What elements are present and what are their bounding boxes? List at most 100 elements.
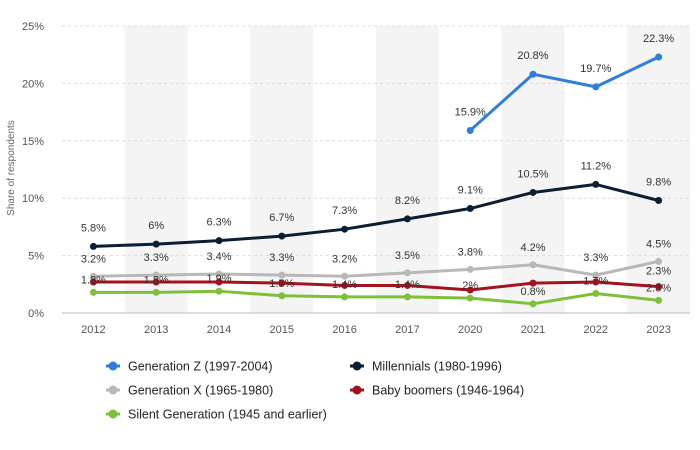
y-tick-label: 25%: [22, 21, 44, 33]
data-label: 22.3%: [643, 33, 674, 45]
data-label: 6.3%: [206, 217, 231, 229]
data-label: 8.2%: [395, 195, 420, 207]
legend: Generation Z (1997-2004) Millennials (198…: [106, 360, 524, 422]
x-axis-ticks: 2012 2013 2014 2015 2016 2017 2020 2021 2022 2023: [81, 324, 671, 336]
legend-swatch-dot: [108, 385, 118, 395]
data-label: 2.3%: [646, 266, 671, 278]
series-line: [93, 289, 659, 306]
data-point: [278, 279, 286, 287]
series-lines: [93, 55, 660, 306]
data-label: 1.8%: [81, 274, 106, 286]
data-point: [341, 293, 349, 301]
data-label: 3.3%: [269, 252, 294, 264]
data-point: [466, 294, 474, 302]
data-point: [403, 281, 411, 289]
data-label: 11.2%: [581, 160, 612, 172]
data-point: [215, 287, 223, 295]
x-tick-label: 2017: [395, 324, 419, 336]
data-label: 3.3%: [144, 252, 169, 264]
data-point: [278, 232, 286, 240]
data-point: [466, 265, 474, 273]
y-axis-ticks: 0% 5% 10% 15% 20% 25%: [22, 21, 44, 320]
data-point: [89, 242, 97, 250]
x-tick-label: 2012: [81, 324, 105, 336]
data-label: 2.3%: [646, 282, 671, 294]
data-label: 3.2%: [81, 253, 106, 265]
data-point: [529, 188, 537, 196]
series-line: [469, 55, 660, 132]
legend-label: Generation Z (1997-2004): [128, 360, 273, 374]
data-label: 3.4%: [206, 251, 231, 263]
data-label: 9.8%: [646, 176, 671, 188]
data-point: [529, 279, 537, 287]
data-point: [403, 269, 411, 277]
data-point: [341, 225, 349, 233]
data-point: [655, 296, 663, 304]
y-tick-label: 10%: [22, 193, 44, 205]
data-point: [341, 281, 349, 289]
data-label: 1.9%: [206, 273, 231, 285]
data-point: [152, 240, 160, 248]
data-label: 4.2%: [520, 242, 545, 254]
legend-label: Baby boomers (1946-1964): [372, 384, 524, 398]
data-point: [152, 271, 160, 279]
series-line: [93, 280, 659, 292]
data-point: [466, 205, 474, 213]
data-label: 19.7%: [580, 63, 611, 75]
data-label: 6%: [148, 220, 164, 232]
data-point: [592, 271, 600, 279]
y-tick-label: 15%: [22, 136, 44, 148]
data-point: [466, 126, 474, 134]
data-point: [655, 196, 663, 204]
data-labels: 15.9% 20.8% 19.7% 22.3% 5.8% 6% 6.3% 6.7% 7.3% 8.…: [81, 33, 675, 298]
data-point: [89, 288, 97, 296]
x-tick-label: 2013: [144, 324, 168, 336]
data-point: [215, 270, 223, 278]
data-label: 1.4%: [395, 279, 420, 291]
data-label: 7.3%: [332, 205, 357, 217]
x-tick-label: 2016: [332, 324, 356, 336]
data-point: [592, 278, 600, 286]
y-axis-label: Share of respondents: [6, 120, 17, 216]
x-tick-label: 2021: [521, 324, 545, 336]
data-point: [529, 261, 537, 269]
series-line: [93, 259, 659, 278]
legend-swatch-dot: [108, 409, 118, 419]
data-label: 15.9%: [455, 106, 486, 118]
legend-label: Generation X (1965-1980): [128, 384, 273, 398]
data-point: [278, 292, 286, 300]
data-point: [592, 289, 600, 297]
data-point: [529, 300, 537, 308]
data-point: [592, 83, 600, 91]
data-label: 6.7%: [269, 212, 294, 224]
legend-swatch-dot: [352, 361, 362, 371]
x-tick-label: 2023: [646, 324, 670, 336]
data-label: 3.3%: [583, 252, 608, 264]
data-point: [152, 278, 160, 286]
data-label: 10.5%: [517, 168, 548, 180]
data-label: 3.2%: [332, 253, 357, 265]
series-points: [89, 53, 663, 308]
grid-lines: [62, 25, 690, 314]
data-point: [655, 283, 663, 291]
data-point: [278, 271, 286, 279]
data-point: [655, 53, 663, 61]
data-label: 2%: [462, 280, 478, 292]
data-point: [403, 293, 411, 301]
data-label: 3.5%: [395, 250, 420, 262]
data-label: 1.5%: [269, 278, 294, 290]
series-line: [93, 182, 659, 248]
data-label: 1.8%: [144, 274, 169, 286]
data-label: 5.8%: [81, 222, 106, 234]
data-point: [529, 70, 537, 78]
data-label: 20.8%: [517, 50, 548, 62]
data-point: [403, 215, 411, 223]
data-label: 9.1%: [458, 185, 483, 197]
band: [250, 26, 314, 313]
data-label: 3.8%: [458, 246, 483, 258]
legend-label: Millennials (1980-1996): [372, 360, 502, 374]
data-point: [89, 272, 97, 280]
x-tick-label: 2014: [207, 324, 231, 336]
